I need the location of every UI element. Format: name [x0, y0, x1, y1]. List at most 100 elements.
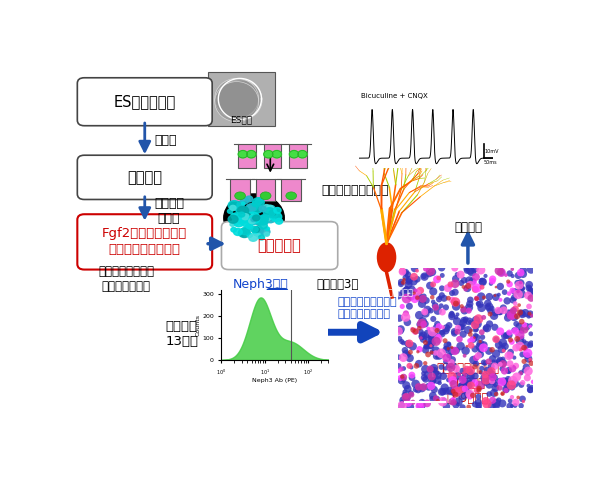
Circle shape — [250, 211, 254, 215]
Ellipse shape — [235, 192, 245, 200]
Text: 蛍光細胞ソーターで
で前駆細胞を純化: 蛍光細胞ソーターで で前駆細胞を純化 — [338, 297, 397, 319]
Text: 分化培養
13日後: 分化培養 13日後 — [166, 320, 199, 348]
Text: Neph3陽性: Neph3陽性 — [233, 278, 289, 291]
Circle shape — [234, 219, 244, 227]
Text: ES細胞: ES細胞 — [230, 115, 252, 124]
Circle shape — [264, 150, 273, 158]
Circle shape — [241, 202, 245, 205]
Circle shape — [263, 205, 270, 210]
Circle shape — [265, 232, 269, 236]
Circle shape — [247, 150, 256, 158]
Text: 小脳幹細胞: 小脳幹細胞 — [258, 238, 301, 253]
Text: 神経分化
培養液: 神経分化 培養液 — [154, 196, 184, 225]
Circle shape — [256, 219, 262, 224]
Circle shape — [252, 216, 256, 220]
Circle shape — [231, 206, 236, 210]
Circle shape — [256, 219, 263, 225]
Circle shape — [237, 215, 248, 223]
Circle shape — [232, 213, 242, 221]
Circle shape — [253, 198, 264, 207]
Text: 小脳の発生環境を
試験管内で再現: 小脳の発生環境を 試験管内で再現 — [98, 265, 154, 293]
Text: 再凝集: 再凝集 — [154, 134, 176, 147]
Circle shape — [261, 228, 270, 235]
Circle shape — [272, 150, 281, 158]
Circle shape — [228, 201, 240, 210]
Circle shape — [258, 217, 268, 225]
FancyBboxPatch shape — [256, 179, 275, 201]
Text: Fgf2、インスリン、
ヘッジホッグ阻害剤: Fgf2、インスリン、 ヘッジホッグ阻害剤 — [102, 228, 187, 256]
Circle shape — [248, 204, 257, 211]
Circle shape — [243, 213, 251, 219]
Ellipse shape — [215, 79, 259, 118]
Circle shape — [247, 233, 252, 238]
Circle shape — [231, 228, 236, 232]
Circle shape — [246, 204, 255, 211]
FancyBboxPatch shape — [77, 78, 212, 125]
Circle shape — [241, 197, 248, 204]
Circle shape — [241, 214, 249, 220]
Circle shape — [268, 205, 275, 211]
Circle shape — [255, 226, 262, 232]
FancyBboxPatch shape — [77, 214, 212, 270]
Circle shape — [235, 205, 245, 213]
Ellipse shape — [260, 192, 271, 200]
Circle shape — [248, 212, 260, 222]
Circle shape — [246, 223, 253, 228]
Circle shape — [253, 215, 260, 221]
Circle shape — [250, 221, 254, 224]
Circle shape — [228, 216, 238, 223]
Circle shape — [253, 228, 263, 236]
Circle shape — [239, 212, 245, 217]
Circle shape — [249, 234, 257, 241]
Circle shape — [251, 227, 258, 232]
Circle shape — [269, 207, 276, 213]
Text: 成熟培養: 成熟培養 — [454, 221, 482, 234]
Ellipse shape — [286, 192, 296, 200]
Circle shape — [270, 212, 282, 221]
Text: 小脳プルキンエ細胞
の前駆細胞
純度9割以上: 小脳プルキンエ細胞 の前駆細胞 純度9割以上 — [436, 363, 499, 405]
Circle shape — [259, 235, 265, 240]
Circle shape — [250, 217, 257, 221]
Circle shape — [249, 206, 256, 211]
Circle shape — [259, 206, 266, 212]
Circle shape — [238, 229, 247, 236]
Circle shape — [251, 219, 256, 223]
Circle shape — [265, 227, 269, 230]
Circle shape — [250, 217, 257, 222]
Circle shape — [263, 208, 275, 217]
Circle shape — [262, 219, 268, 224]
Circle shape — [257, 217, 265, 223]
Circle shape — [250, 215, 256, 219]
FancyBboxPatch shape — [77, 155, 212, 199]
FancyBboxPatch shape — [238, 144, 256, 168]
FancyBboxPatch shape — [289, 144, 307, 168]
Circle shape — [242, 208, 248, 214]
FancyBboxPatch shape — [208, 72, 275, 125]
Circle shape — [265, 208, 271, 213]
Circle shape — [248, 214, 254, 219]
Circle shape — [266, 216, 275, 223]
Circle shape — [238, 206, 248, 215]
Circle shape — [241, 228, 250, 235]
FancyBboxPatch shape — [221, 222, 338, 270]
Circle shape — [251, 216, 257, 221]
Circle shape — [274, 207, 281, 213]
Circle shape — [251, 216, 257, 220]
Circle shape — [256, 198, 263, 204]
Circle shape — [258, 228, 264, 232]
Circle shape — [269, 210, 276, 216]
Circle shape — [249, 215, 259, 223]
Circle shape — [244, 215, 253, 222]
Circle shape — [262, 216, 266, 219]
Circle shape — [260, 223, 267, 228]
Circle shape — [249, 215, 260, 223]
Text: ES細胞を分散: ES細胞を分散 — [113, 94, 176, 109]
Circle shape — [224, 194, 284, 242]
Circle shape — [266, 205, 273, 210]
Circle shape — [269, 211, 278, 218]
Circle shape — [237, 202, 244, 207]
Circle shape — [240, 213, 248, 219]
Circle shape — [237, 215, 247, 223]
Circle shape — [238, 217, 247, 225]
Circle shape — [251, 219, 257, 224]
